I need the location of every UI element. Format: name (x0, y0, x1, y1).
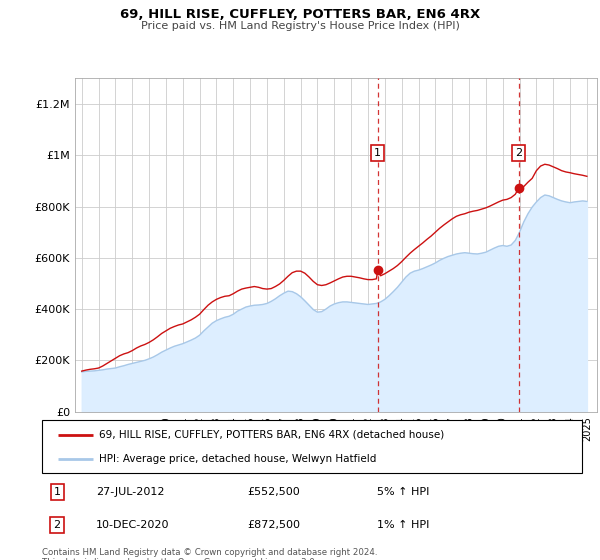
Text: 2: 2 (515, 148, 522, 158)
Text: 1: 1 (53, 487, 61, 497)
Text: HPI: Average price, detached house, Welwyn Hatfield: HPI: Average price, detached house, Welw… (98, 454, 376, 464)
Text: £552,500: £552,500 (247, 487, 300, 497)
Text: 5% ↑ HPI: 5% ↑ HPI (377, 487, 429, 497)
Text: 69, HILL RISE, CUFFLEY, POTTERS BAR, EN6 4RX (detached house): 69, HILL RISE, CUFFLEY, POTTERS BAR, EN6… (98, 430, 444, 440)
Text: 10-DEC-2020: 10-DEC-2020 (96, 520, 170, 530)
Text: Contains HM Land Registry data © Crown copyright and database right 2024.
This d: Contains HM Land Registry data © Crown c… (42, 548, 377, 560)
Text: 2: 2 (53, 520, 61, 530)
Text: 69, HILL RISE, CUFFLEY, POTTERS BAR, EN6 4RX: 69, HILL RISE, CUFFLEY, POTTERS BAR, EN6… (120, 8, 480, 21)
Text: 1: 1 (374, 148, 381, 158)
Text: 1% ↑ HPI: 1% ↑ HPI (377, 520, 429, 530)
Text: 27-JUL-2012: 27-JUL-2012 (96, 487, 164, 497)
Text: Price paid vs. HM Land Registry's House Price Index (HPI): Price paid vs. HM Land Registry's House … (140, 21, 460, 31)
Text: £872,500: £872,500 (247, 520, 300, 530)
